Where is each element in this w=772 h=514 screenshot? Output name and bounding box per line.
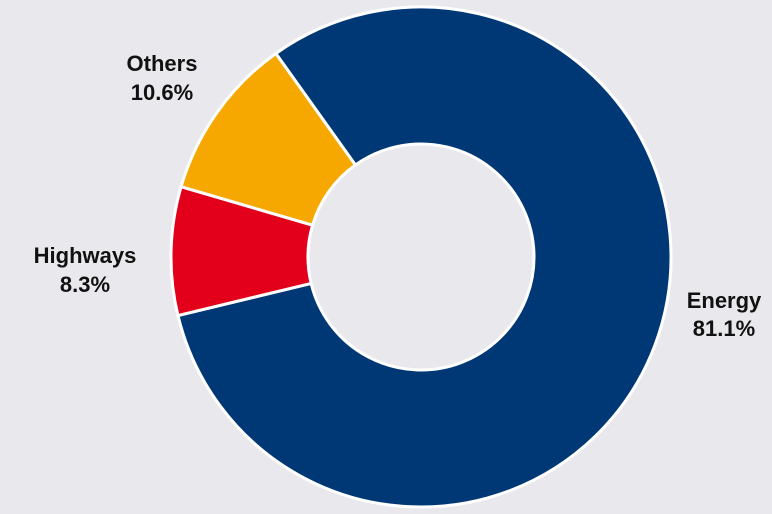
label-highways-value: 8.3% — [60, 272, 110, 297]
label-highways-name: Highways — [34, 243, 137, 268]
slice-energy — [176, 5, 673, 509]
label-energy: Energy 81.1% — [687, 288, 762, 341]
label-energy-value: 81.1% — [693, 316, 755, 341]
label-others: Others 10.6% — [127, 51, 198, 105]
label-others-name: Others — [127, 51, 198, 76]
label-others-value: 10.6% — [131, 80, 193, 105]
label-highways: Highways 8.3% — [34, 243, 137, 297]
slice-others — [179, 51, 357, 227]
label-energy-name: Energy — [687, 288, 762, 313]
donut-slices — [169, 5, 673, 509]
